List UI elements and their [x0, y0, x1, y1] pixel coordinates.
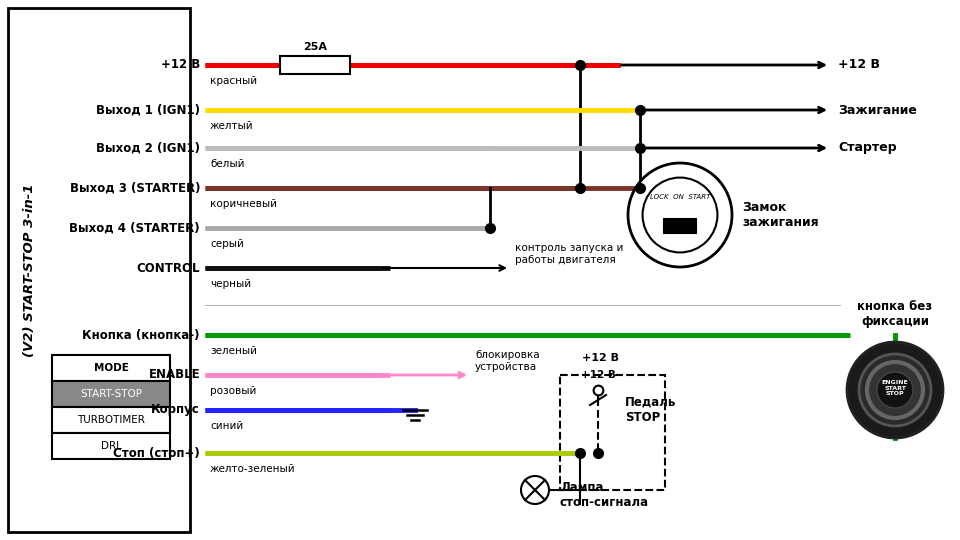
- Circle shape: [642, 178, 717, 252]
- Bar: [52, 355, 170, 381]
- Text: Замок
зажигания: Замок зажигания: [742, 201, 819, 229]
- Bar: [52, 381, 170, 407]
- Text: Выход 4 (STARTER): Выход 4 (STARTER): [69, 221, 200, 234]
- Text: CONTROL: CONTROL: [136, 261, 200, 274]
- Text: контроль запуска и
работы двигателя: контроль запуска и работы двигателя: [515, 244, 623, 265]
- Text: желтый: желтый: [210, 121, 253, 131]
- Bar: [52, 407, 170, 433]
- Text: Педаль
STOP: Педаль STOP: [625, 396, 677, 424]
- Text: Корпус: Корпус: [152, 403, 200, 416]
- Circle shape: [877, 372, 913, 408]
- Text: +12 В: +12 В: [160, 58, 200, 71]
- Text: MODE: MODE: [93, 363, 129, 373]
- Text: Стартер: Стартер: [838, 141, 897, 154]
- Text: TURBOTIMER: TURBOTIMER: [77, 415, 145, 425]
- Text: розовый: розовый: [210, 386, 256, 396]
- Text: Лампа
стоп-сигнала: Лампа стоп-сигнала: [560, 481, 649, 509]
- Bar: [280, 56, 350, 74]
- Text: блокировка
устройства: блокировка устройства: [475, 350, 540, 372]
- Text: +12 В: +12 В: [582, 353, 618, 363]
- Bar: [8, 8, 190, 532]
- Text: ENGINE
START
STOP: ENGINE START STOP: [881, 380, 908, 396]
- Text: коричневый: коричневый: [210, 199, 277, 209]
- Text: DRL: DRL: [101, 441, 121, 451]
- Text: Кнопка (кнопка-): Кнопка (кнопка-): [83, 328, 200, 341]
- Text: синий: синий: [210, 421, 243, 431]
- Text: черный: черный: [210, 279, 252, 289]
- Text: серый: серый: [210, 239, 244, 249]
- Text: Зажигание: Зажигание: [838, 104, 917, 117]
- Text: Выход 2 (IGN1): Выход 2 (IGN1): [96, 141, 200, 154]
- Text: ENABLE: ENABLE: [149, 368, 200, 381]
- Text: Стоп (стоп+): Стоп (стоп+): [113, 447, 200, 460]
- Circle shape: [859, 354, 931, 426]
- Bar: [52, 433, 170, 459]
- Circle shape: [847, 342, 943, 438]
- Circle shape: [867, 362, 923, 418]
- Text: 25А: 25А: [303, 42, 327, 52]
- Text: (V2) START-STOP 3-in-1: (V2) START-STOP 3-in-1: [23, 183, 36, 357]
- Text: белый: белый: [210, 159, 245, 169]
- Text: +12 В: +12 В: [838, 58, 880, 71]
- Text: LOCK  ON  START: LOCK ON START: [650, 194, 710, 200]
- Text: Выход 3 (STARTER): Выход 3 (STARTER): [69, 181, 200, 194]
- Text: START-STOP: START-STOP: [80, 389, 142, 399]
- Text: кнопка без
фиксации: кнопка без фиксации: [857, 300, 932, 328]
- Text: Выход 1 (IGN1): Выход 1 (IGN1): [96, 104, 200, 117]
- Circle shape: [521, 476, 549, 504]
- Text: +12 В: +12 В: [581, 370, 615, 380]
- Text: красный: красный: [210, 76, 257, 86]
- Text: желто-зеленый: желто-зеленый: [210, 464, 296, 474]
- Text: зеленый: зеленый: [210, 346, 257, 356]
- Bar: [560, 375, 665, 490]
- Bar: [664, 219, 696, 233]
- Circle shape: [628, 163, 732, 267]
